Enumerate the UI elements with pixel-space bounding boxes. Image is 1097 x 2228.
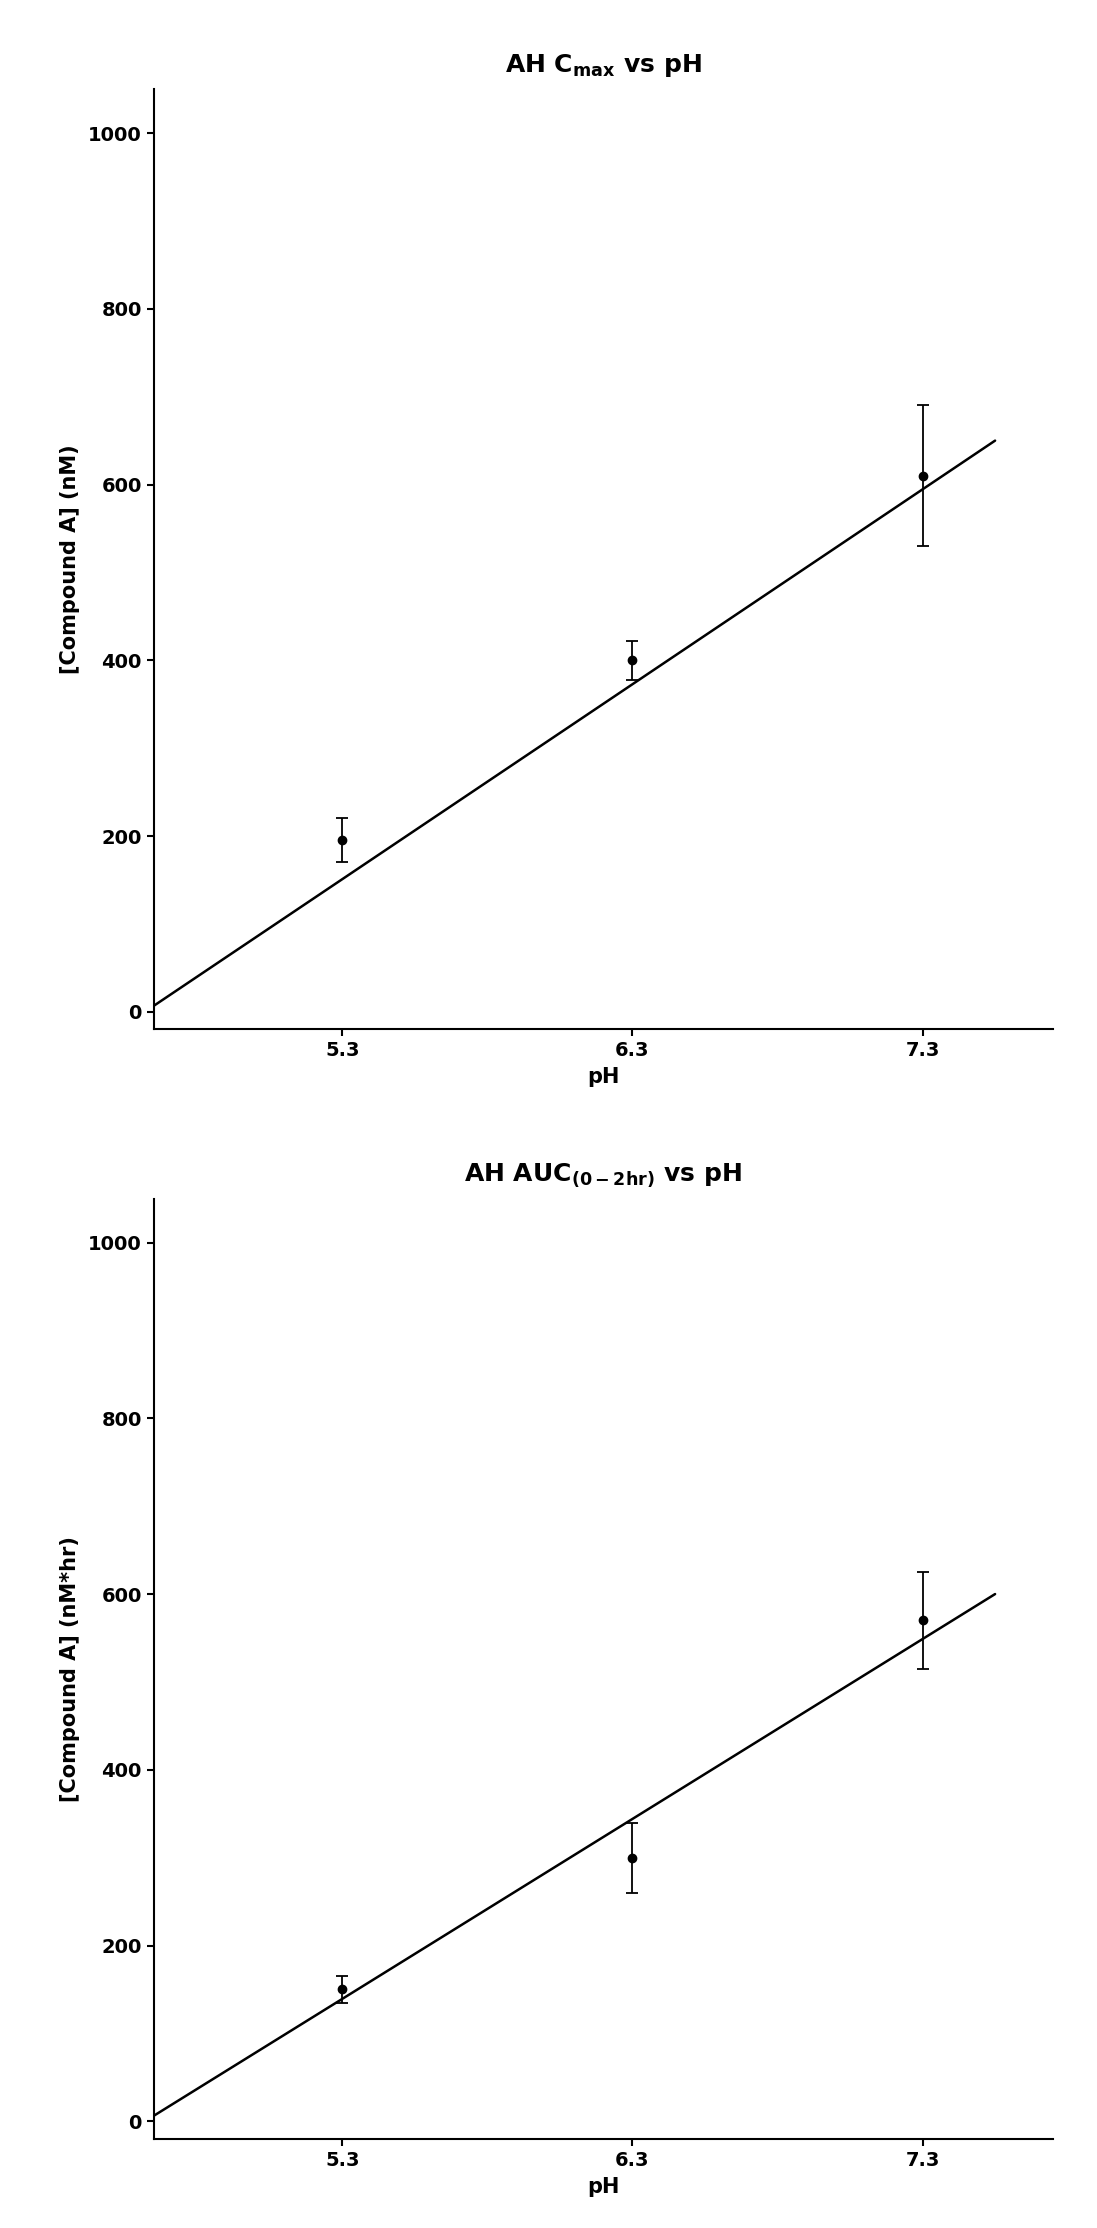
Text: FIGURE 2A: FIGURE 2A [521,1223,686,1250]
Y-axis label: [Compound A] (nM*hr): [Compound A] (nM*hr) [59,1535,80,1802]
Title: AH AUC$_\mathregular{(0-2hr)}$ vs pH: AH AUC$_\mathregular{(0-2hr)}$ vs pH [464,1163,743,1190]
Y-axis label: [Compound A] (nM): [Compound A] (nM) [59,443,80,675]
X-axis label: pH: pH [587,2177,620,2197]
X-axis label: pH: pH [587,1067,620,1087]
Title: AH C$_\mathregular{max}$ vs pH: AH C$_\mathregular{max}$ vs pH [505,53,702,80]
